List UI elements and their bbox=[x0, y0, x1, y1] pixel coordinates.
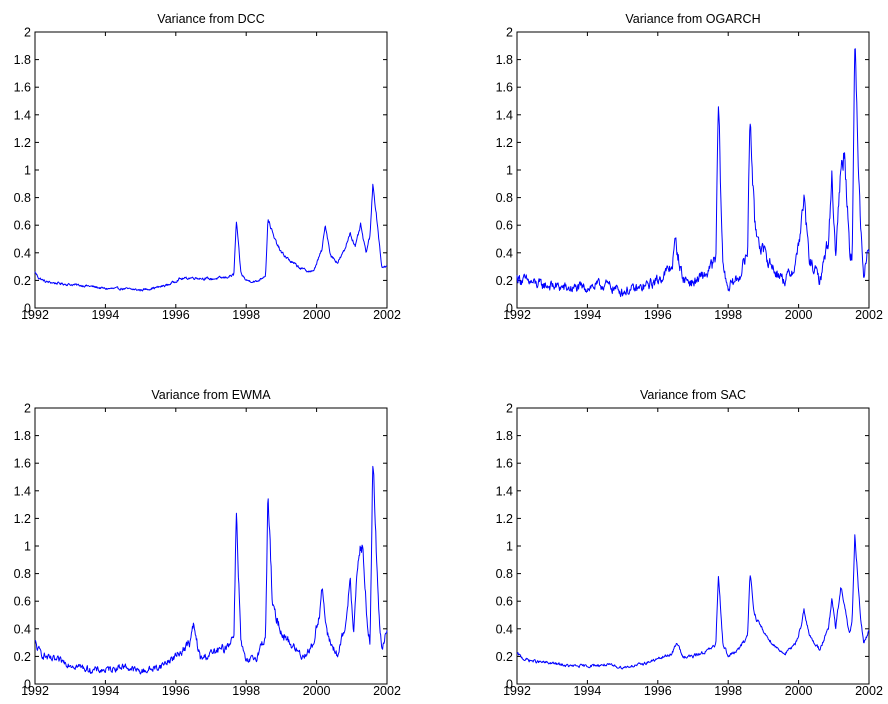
x-tick-label: 1994 bbox=[573, 684, 601, 698]
y-tick-label: 1 bbox=[506, 540, 513, 554]
y-tick-label: 1 bbox=[24, 164, 31, 178]
x-tick-label: 1994 bbox=[91, 308, 119, 322]
chart-title: Variance from SAC bbox=[640, 388, 746, 402]
x-tick-label: 1996 bbox=[162, 308, 190, 322]
y-tick-label: 1.6 bbox=[496, 81, 513, 95]
y-tick-label: 1.8 bbox=[496, 53, 513, 67]
x-tick-label: 1996 bbox=[162, 684, 190, 698]
y-tick-label: 2 bbox=[24, 26, 31, 40]
y-tick-label: 1.6 bbox=[496, 457, 513, 471]
y-tick-label: 1.2 bbox=[496, 512, 513, 526]
y-tick-label: 1.4 bbox=[14, 484, 31, 498]
series-line bbox=[34, 183, 388, 292]
chart-panel-1: Variance from DCC 0 0.2 0.4 0.6 0.8 1 1.2 1.4 1.6… bbox=[14, 12, 401, 322]
y-tick-label: 0 bbox=[24, 678, 31, 692]
x-tick-label: 1992 bbox=[503, 308, 531, 322]
x-tick-label: 2000 bbox=[785, 308, 813, 322]
x-tick-label: 1994 bbox=[91, 684, 119, 698]
y-tick-label: 0.4 bbox=[14, 246, 31, 260]
y-tick-label: 2 bbox=[506, 402, 513, 416]
plot-area bbox=[34, 407, 388, 685]
x-tick-label: 1994 bbox=[573, 308, 601, 322]
y-tick-label: 1 bbox=[506, 164, 513, 178]
y-tick-label: 1.6 bbox=[14, 457, 31, 471]
y-tick-label: 0.8 bbox=[496, 567, 513, 581]
y-tick-label: 0.2 bbox=[14, 274, 31, 288]
x-tick-label: 2000 bbox=[785, 684, 813, 698]
y-tick-label: 0.4 bbox=[496, 622, 513, 636]
chart-title: Variance from EWMA bbox=[151, 388, 271, 402]
y-tick-label: 0.2 bbox=[496, 274, 513, 288]
x-tick-label: 1998 bbox=[714, 684, 742, 698]
x-tick-label: 2002 bbox=[373, 684, 401, 698]
x-tick-label: 1992 bbox=[21, 308, 49, 322]
y-tick-label: 0.8 bbox=[14, 191, 31, 205]
y-tick-label: 0.8 bbox=[14, 567, 31, 581]
y-tick-label: 0.2 bbox=[496, 650, 513, 664]
y-tick-label: 0.8 bbox=[496, 191, 513, 205]
y-tick-label: 1.2 bbox=[14, 512, 31, 526]
x-tick-label: 1996 bbox=[644, 684, 672, 698]
x-tick-label: 1998 bbox=[232, 308, 260, 322]
y-tick-label: 1.4 bbox=[496, 108, 513, 122]
y-tick-label: 0.6 bbox=[496, 595, 513, 609]
x-tick-label: 2000 bbox=[303, 684, 331, 698]
chart-panel-2: Variance from OGARCH 0 0.2 0.4 0.6 0.8 1 1.2 1.4… bbox=[496, 12, 883, 322]
y-tick-label: 1.2 bbox=[14, 136, 31, 150]
x-tick-label: 1996 bbox=[644, 308, 672, 322]
chart-title: Variance from DCC bbox=[157, 12, 264, 26]
y-tick-label: 1.8 bbox=[14, 53, 31, 67]
y-tick-label: 1.8 bbox=[14, 429, 31, 443]
y-tick-label: 0.2 bbox=[14, 650, 31, 664]
plot-area bbox=[34, 31, 388, 309]
x-tick-label: 2002 bbox=[373, 308, 401, 322]
y-tick-label: 0.4 bbox=[496, 246, 513, 260]
x-tick-label: 2002 bbox=[855, 684, 883, 698]
y-tick-label: 2 bbox=[506, 26, 513, 40]
y-tick-label: 0 bbox=[24, 302, 31, 316]
y-tick-label: 1.2 bbox=[496, 136, 513, 150]
chart-title: Variance from OGARCH bbox=[625, 12, 760, 26]
y-tick-label: 0.6 bbox=[14, 595, 31, 609]
y-tick-label: 0.4 bbox=[14, 622, 31, 636]
y-tick-label: 1.6 bbox=[14, 81, 31, 95]
x-tick-label: 1992 bbox=[503, 684, 531, 698]
x-tick-label: 2000 bbox=[303, 308, 331, 322]
y-tick-label: 0.6 bbox=[496, 219, 513, 233]
x-tick-label: 2002 bbox=[855, 308, 883, 322]
x-tick-label: 1998 bbox=[714, 308, 742, 322]
x-tick-label: 1998 bbox=[232, 684, 260, 698]
y-tick-label: 0 bbox=[506, 302, 513, 316]
plot-area bbox=[516, 407, 870, 685]
chart-panel-4: Variance from SAC 0 0.2 0.4 0.6 0.8 1 1.2 1.4 1.6… bbox=[496, 388, 883, 698]
y-tick-label: 1.4 bbox=[14, 108, 31, 122]
x-tick-label: 1992 bbox=[21, 684, 49, 698]
series-line bbox=[34, 465, 388, 675]
y-tick-label: 0.6 bbox=[14, 219, 31, 233]
series-line bbox=[516, 534, 870, 670]
series-line bbox=[516, 48, 870, 298]
y-tick-label: 2 bbox=[24, 402, 31, 416]
chart-panel-3: Variance from EWMA 0 0.2 0.4 0.6 0.8 1 1.2 1.4 1.… bbox=[14, 388, 401, 698]
y-tick-label: 1.4 bbox=[496, 484, 513, 498]
y-tick-label: 1.8 bbox=[496, 429, 513, 443]
y-tick-label: 1 bbox=[24, 540, 31, 554]
y-tick-label: 0 bbox=[506, 678, 513, 692]
